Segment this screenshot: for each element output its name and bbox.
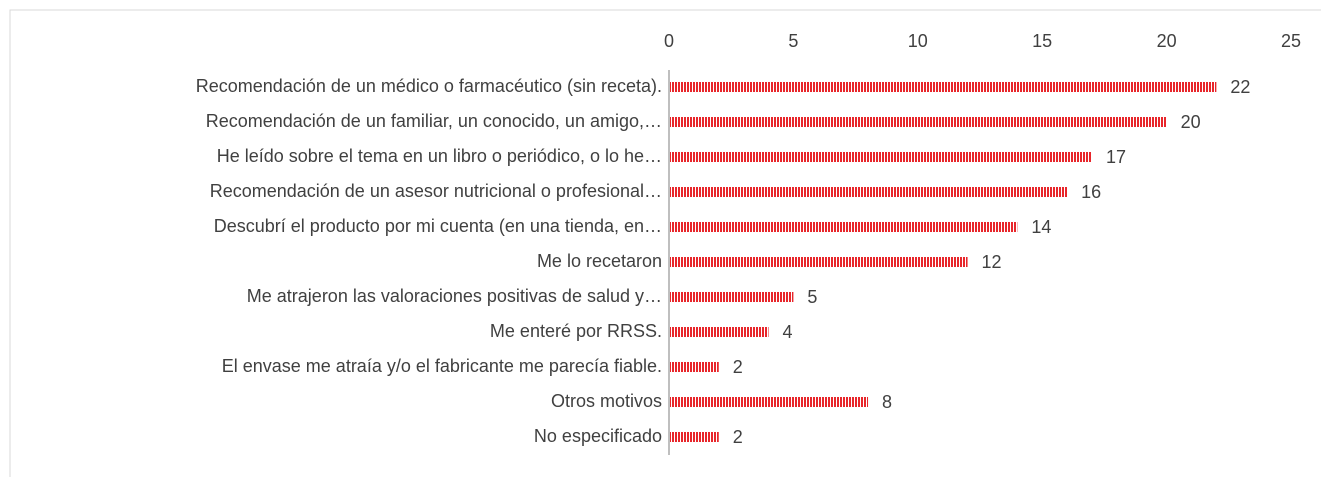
y-tick-label: He leído sobre el tema en un libro o per…	[217, 146, 662, 166]
x-tick-label: 25	[1281, 31, 1301, 51]
data-label: 5	[807, 287, 817, 307]
y-tick-label: Me atrajeron las valoraciones positivas …	[247, 286, 662, 306]
x-tick-label: 15	[1032, 31, 1052, 51]
y-tick-label: Recomendación de un asesor nutricional o…	[210, 181, 662, 201]
data-label: 17	[1106, 147, 1126, 167]
y-tick-label: El envase me atraía y/o el fabricante me…	[222, 356, 662, 376]
bar	[669, 187, 1068, 197]
data-label: 12	[982, 252, 1002, 272]
bar	[669, 327, 769, 337]
y-tick-label: Me lo recetaron	[537, 251, 662, 271]
data-label: 20	[1181, 112, 1201, 132]
y-tick-label: Recomendación de un médico o farmacéutic…	[196, 76, 662, 96]
bar	[669, 397, 869, 407]
bar	[669, 292, 794, 302]
x-tick-label: 5	[788, 31, 798, 51]
y-tick-label: Recomendación de un familiar, un conocid…	[206, 111, 662, 131]
bar	[669, 432, 719, 442]
y-tick-label: Me enteré por RRSS.	[490, 321, 662, 341]
bar	[669, 152, 1092, 162]
data-label: 2	[733, 427, 743, 447]
bar	[669, 362, 719, 372]
y-tick-label: Descubrí el producto por mi cuenta (en u…	[214, 216, 662, 236]
data-label: 22	[1230, 77, 1250, 97]
data-label: 2	[733, 357, 743, 377]
x-tick-label: 0	[664, 31, 674, 51]
y-tick-label: No especificado	[534, 426, 662, 446]
bar	[669, 82, 1217, 92]
x-tick-label: 20	[1157, 31, 1177, 51]
x-tick-label: 10	[908, 31, 928, 51]
bar	[669, 222, 1018, 232]
chart-border	[9, 9, 1321, 477]
bar	[669, 257, 968, 267]
data-label: 14	[1031, 217, 1051, 237]
data-label: 16	[1081, 182, 1101, 202]
data-label: 4	[783, 322, 793, 342]
bar	[669, 117, 1167, 127]
y-tick-label: Otros motivos	[551, 391, 662, 411]
data-label: 8	[882, 392, 892, 412]
